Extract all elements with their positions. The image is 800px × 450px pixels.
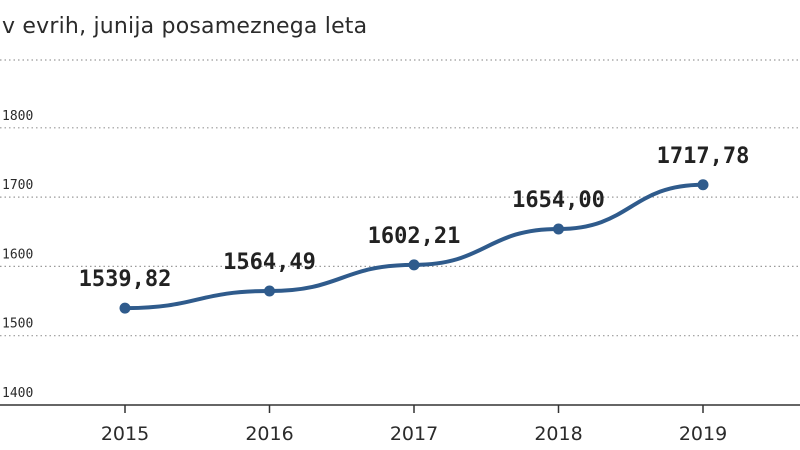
- data-point-2015: [119, 302, 131, 314]
- y-axis-ticks: 1400 1500 1600 1700 1800: [2, 109, 33, 401]
- x-tick-label-2019: 2019: [679, 423, 727, 445]
- series-group: [119, 179, 709, 314]
- data-label-2017: 1602,21: [368, 224, 461, 249]
- data-point-2017: [408, 259, 420, 271]
- y-tick-label-1700: 1700: [2, 178, 33, 193]
- y-tick-label-1800: 1800: [2, 109, 33, 124]
- data-label-2018: 1654,00: [512, 188, 605, 213]
- y-tick-label-1400: 1400: [2, 386, 33, 401]
- gridlines: [0, 59, 800, 337]
- chart-subtitle: v evrih, junija posameznega leta: [2, 14, 368, 39]
- x-tick-label-2015: 2015: [101, 423, 149, 445]
- data-point-2018: [553, 223, 564, 235]
- data-label-2015: 1539,82: [79, 267, 172, 292]
- x-tick-label-2016: 2016: [245, 423, 293, 445]
- x-tick-label-2017: 2017: [390, 423, 438, 445]
- y-tick-label-1500: 1500: [2, 317, 33, 332]
- data-point-2019: [697, 179, 709, 191]
- x-axis: 2015 2016 2017 2018 2019: [0, 404, 800, 445]
- data-labels: 1539,82 1564,49 1602,21 1654,00 1717,78: [79, 144, 750, 292]
- data-label-2019: 1717,78: [657, 144, 750, 169]
- x-tick-label-2018: 2018: [534, 423, 582, 445]
- y-tick-label-1600: 1600: [2, 247, 33, 262]
- data-point-2016: [264, 285, 275, 297]
- data-label-2016: 1564,49: [223, 250, 316, 275]
